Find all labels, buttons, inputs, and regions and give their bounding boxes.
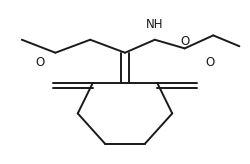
Text: O: O bbox=[180, 35, 190, 48]
Text: O: O bbox=[36, 56, 45, 69]
Text: O: O bbox=[205, 56, 214, 69]
Text: NH: NH bbox=[146, 18, 164, 31]
